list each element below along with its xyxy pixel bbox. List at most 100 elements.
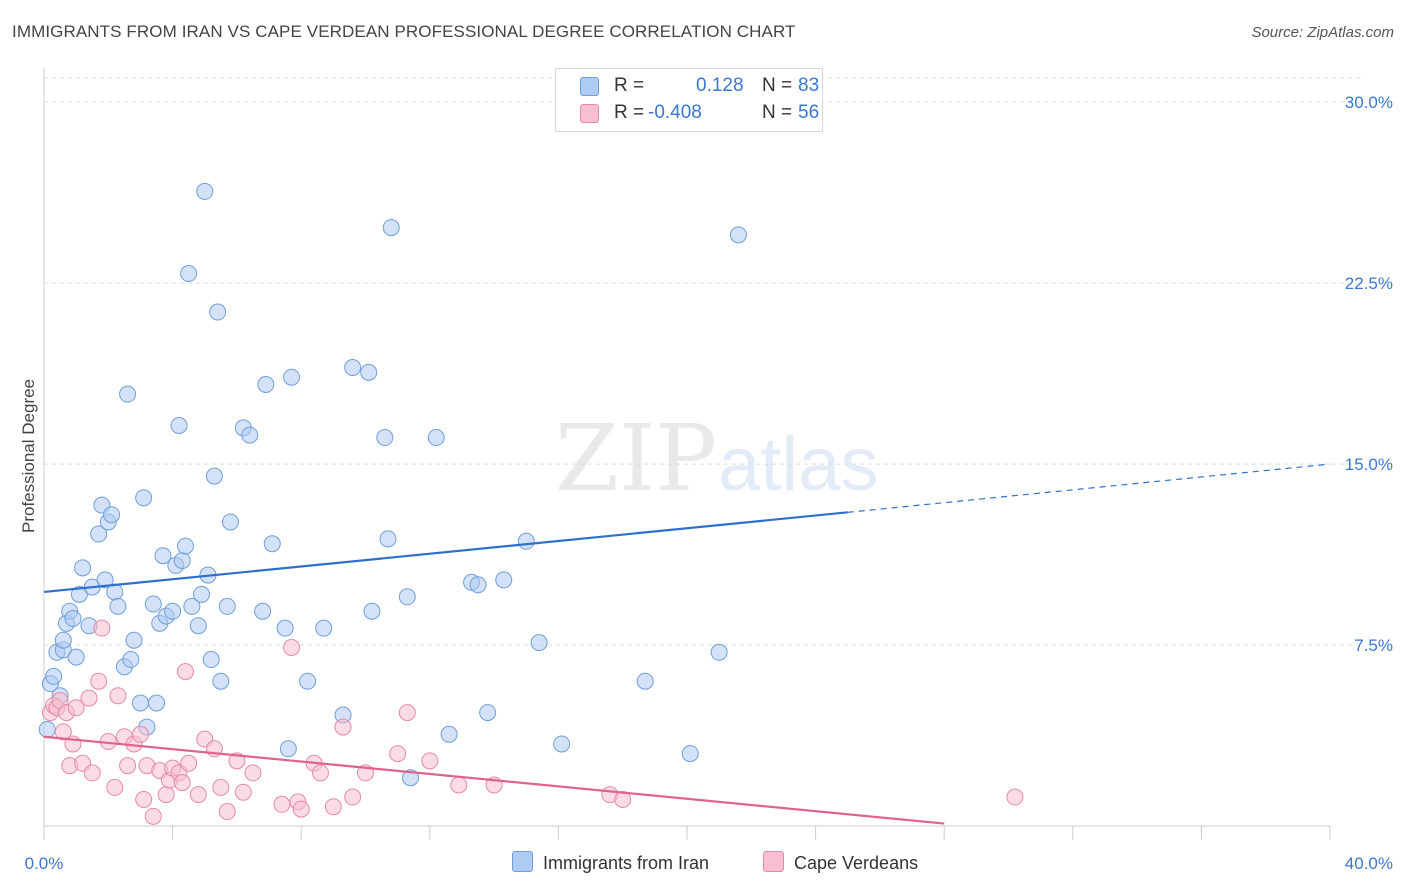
iran-point <box>221 513 239 531</box>
iran-point <box>154 547 172 565</box>
y-axis-label: Professional Degree <box>19 379 38 533</box>
points-layer <box>38 182 1024 825</box>
cape-point <box>324 798 342 816</box>
cape-point <box>292 800 310 818</box>
iran-point <box>729 226 747 244</box>
cape-point <box>273 795 291 813</box>
iran-point <box>209 303 227 321</box>
iran-point <box>148 694 166 712</box>
trend-layer <box>43 463 1331 825</box>
iran-point <box>254 602 272 620</box>
iran-point <box>363 602 381 620</box>
iran-point <box>176 537 194 555</box>
iran-point <box>379 530 397 548</box>
iran-point <box>553 735 571 753</box>
chart-title: IMMIGRANTS FROM IRAN VS CAPE VERDEAN PRO… <box>12 22 796 41</box>
x-tick-label-min: 0.0% <box>25 854 64 873</box>
cape-point <box>212 778 230 796</box>
cape-point <box>173 774 191 792</box>
iran-point <box>360 363 378 381</box>
iran-point <box>202 651 220 669</box>
iran-point <box>170 416 188 434</box>
cape-point <box>54 723 72 741</box>
iran-point <box>196 182 214 200</box>
iran-point <box>193 585 211 603</box>
iran-point <box>279 740 297 758</box>
cape-point <box>228 752 246 770</box>
iran-point <box>283 368 301 386</box>
iran-point <box>427 429 445 447</box>
legend-r-value-cape: -0.408 <box>648 102 702 123</box>
legend-n-value-iran: 83 <box>798 75 820 96</box>
bottom-legend-label-iran: Immigrants from Iran <box>543 853 710 873</box>
correlation-legend: R = 0.128 N = 83 R = -0.408 N = 56 <box>555 68 823 132</box>
iran-point <box>681 745 699 763</box>
source-label: Source: ZipAtlas.com <box>1251 24 1394 41</box>
cape-point <box>90 672 108 690</box>
iran-point <box>376 429 394 447</box>
iran-point <box>402 769 420 787</box>
cape-point <box>131 725 149 743</box>
bottom-legend-swatch-cape <box>763 851 784 872</box>
iran-point <box>131 694 149 712</box>
iran-point <box>636 672 654 690</box>
cape-point <box>311 764 329 782</box>
cape-point <box>189 786 207 804</box>
iran-point <box>710 643 728 661</box>
cape-point <box>180 754 198 772</box>
iran-point <box>67 648 85 666</box>
iran-point <box>517 532 535 550</box>
iran-point <box>263 535 281 553</box>
cape-point <box>244 764 262 782</box>
y-tick-label: 15.0% <box>1345 455 1393 474</box>
iran-point <box>315 619 333 637</box>
iran-point <box>144 595 162 613</box>
iran-point <box>125 631 143 649</box>
cape-point <box>218 803 236 821</box>
iran-point <box>96 571 114 589</box>
iran-point <box>299 672 317 690</box>
cape-point <box>157 786 175 804</box>
watermark: ZIP atlas <box>555 405 879 512</box>
iran-point <box>119 385 137 403</box>
watermark-atlas: atlas <box>718 422 879 507</box>
cape-point <box>109 687 127 705</box>
cape-point <box>106 778 124 796</box>
cape-point <box>93 619 111 637</box>
iran-point <box>398 588 416 606</box>
grid-layer <box>44 77 1365 646</box>
iran-point <box>212 672 230 690</box>
iran-point <box>103 506 121 524</box>
iran-point <box>218 597 236 615</box>
cape-point <box>1006 788 1024 806</box>
cape-point <box>67 699 85 717</box>
iran-point <box>344 359 362 377</box>
iran-point <box>469 576 487 594</box>
iran-point <box>530 634 548 652</box>
iran-point <box>440 725 458 743</box>
legend-r-value-iran: 0.128 <box>696 75 744 96</box>
iran-trend-extension <box>847 463 1331 513</box>
iran-point <box>45 667 63 685</box>
legend-n-label-iran: N = <box>762 75 793 96</box>
cape-point <box>234 783 252 801</box>
cape-point <box>283 638 301 656</box>
iran-point <box>64 609 82 627</box>
iran-point <box>74 559 92 577</box>
iran-point <box>479 704 497 722</box>
iran-point <box>180 264 198 282</box>
bottom-legend-iran: Immigrants from Iran <box>512 851 709 874</box>
cape-trend-line <box>43 735 945 825</box>
watermark-zip: ZIP <box>555 405 717 512</box>
cape-point <box>450 776 468 794</box>
cape-point <box>119 757 137 775</box>
cape-point <box>176 663 194 681</box>
iran-point <box>241 426 259 444</box>
cape-point <box>83 764 101 782</box>
cape-point <box>135 790 153 808</box>
iran-point <box>70 585 88 603</box>
iran-point <box>54 631 72 649</box>
legend-n-label-cape: N = <box>762 102 793 123</box>
legend-swatch-iran <box>580 77 599 96</box>
